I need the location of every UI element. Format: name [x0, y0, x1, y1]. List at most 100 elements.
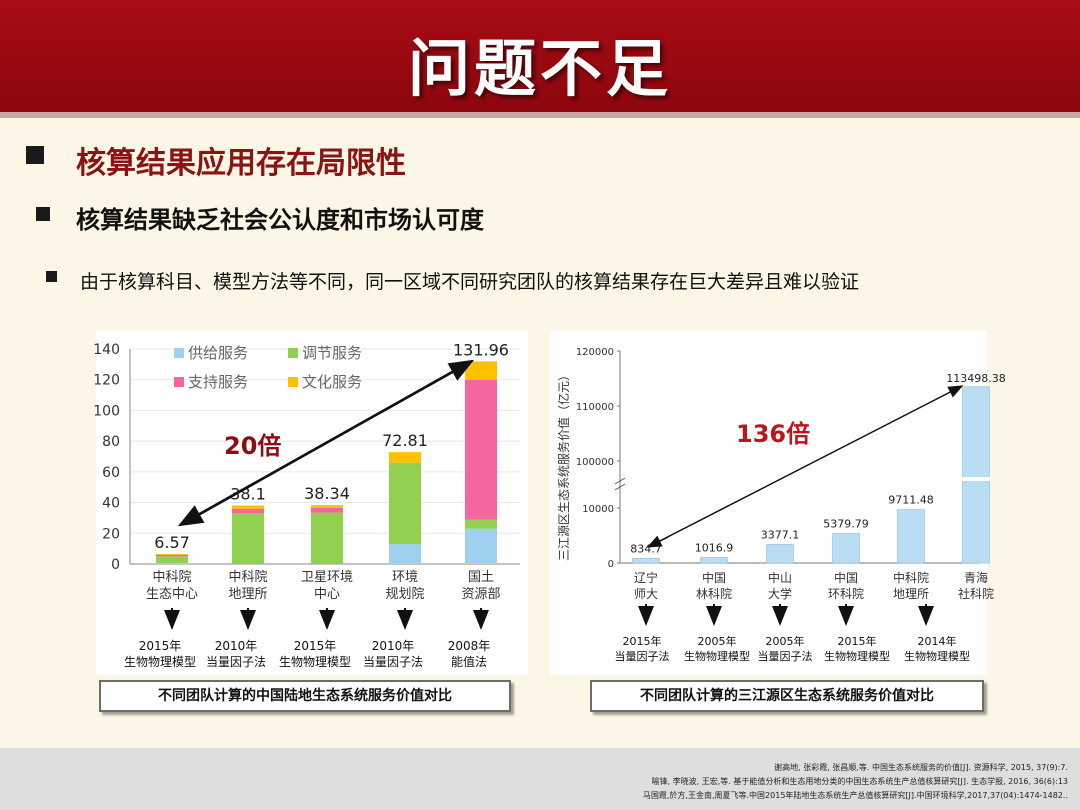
- chart1-category-label: 中科院: [152, 570, 191, 585]
- chart1-category-label: 中科院: [228, 570, 267, 585]
- heading-level1: 核算结果应用存在局限性: [76, 146, 406, 181]
- chart2-value-label: 9711.48: [888, 494, 934, 507]
- chart2-category-label: 中山: [768, 570, 792, 585]
- chart2-year-label: 2005年: [698, 634, 737, 648]
- chart2-bar: [962, 386, 990, 564]
- bullet-square-icon: [26, 146, 44, 164]
- chart2-method-label: 生物物理模型: [904, 649, 970, 663]
- chart2-bar: [766, 544, 794, 564]
- chart1-bar-3-4: [465, 361, 497, 380]
- chart2-ytick-label: 120000: [576, 347, 614, 358]
- chart2-method-label: 生物物理模型: [684, 649, 750, 663]
- chart2-category-label: 中国: [702, 570, 726, 585]
- chart1-bar-1-2: [311, 512, 343, 564]
- chart2-category-label: 大学: [768, 586, 792, 601]
- chart1-year-label: 2010年: [372, 639, 415, 653]
- chart1-bar-3-0: [156, 553, 188, 555]
- chart1-annotation: 20倍: [224, 432, 281, 460]
- chart1-year-label: 2010年: [215, 639, 258, 653]
- chart1-ytick-label: 80: [102, 434, 120, 450]
- heading-level2: 核算结果缺乏社会公认度和市场认可度: [76, 206, 484, 234]
- chart1-year-label: 2008年: [448, 639, 491, 653]
- chart2-method-label: 当量因子法: [615, 649, 670, 663]
- chart1-legend-swatch: [288, 348, 298, 358]
- heading-level3: 由于核算科目、模型方法等不同，同一区域不同研究团队的核算结果存在巨大差异且难以验…: [80, 271, 860, 293]
- chart1-category-label: 环境: [392, 570, 418, 585]
- chart2-value-label: 1016.9: [695, 541, 734, 554]
- chart1-bar-1-1: [232, 513, 264, 564]
- chart1-legend-swatch: [174, 377, 184, 387]
- chart1-ytick-label: 120: [93, 373, 120, 389]
- chart1-method-label: 能值法: [451, 654, 487, 669]
- chart2-trend-arrow-start: [646, 535, 669, 548]
- chart1-total-label: 38.34: [304, 484, 350, 503]
- chart1-category-label: 生态中心: [146, 587, 198, 602]
- chart2-value-label: 5379.79: [823, 517, 869, 530]
- chart1-bar-1-4: [465, 519, 497, 529]
- chart1-year-label: 2015年: [294, 639, 337, 653]
- chart2-year-label: 2014年: [918, 634, 957, 648]
- chart1-method-label: 当量因子法: [206, 655, 266, 669]
- chart2-ytick-label: 10000: [582, 504, 614, 515]
- chart1-caption: 不同团队计算的中国陆地生态系统服务价值对比: [99, 680, 511, 712]
- chart1-ytick-label: 60: [102, 465, 120, 481]
- chart1-legend-swatch: [288, 377, 298, 387]
- chart1-total-label: 6.57: [154, 533, 190, 552]
- chart2-ytick-label: 100000: [576, 457, 614, 468]
- page-title: 问题不足: [407, 32, 672, 105]
- chart1-bar-2-1: [232, 508, 264, 514]
- header-divider: [0, 112, 1080, 118]
- chart2-ytick-label: 0: [608, 559, 614, 570]
- chart2-category-label: 辽宁: [634, 570, 658, 585]
- chart2-category-label: 青海: [964, 570, 988, 585]
- chart1-legend-label: 支持服务: [188, 373, 248, 391]
- chart2-bar-break: [961, 477, 991, 481]
- chart2-category-label: 地理所: [893, 587, 929, 601]
- chart2-category-label: 中国: [834, 570, 858, 585]
- chart2-bar: [700, 557, 728, 564]
- chart2-ylabel: 三江源区生态系统服务价值（亿元）: [556, 369, 571, 561]
- header-bar: [0, 0, 1080, 112]
- chart1-method-label: 当量因子法: [363, 655, 423, 669]
- chart1-bar-2-0: [156, 554, 188, 557]
- chart1-category-label: 中心: [314, 587, 340, 602]
- chart2-bar: [832, 533, 860, 564]
- chart2-category-label: 中科院: [893, 570, 929, 585]
- chart1-bar-0-0: [156, 563, 188, 564]
- chart2-year-label: 2015年: [838, 634, 877, 648]
- chart1-ytick-label: 0: [111, 557, 120, 573]
- chart1-legend-label: 文化服务: [302, 373, 362, 391]
- chart1-trend-arrow-up: [199, 359, 475, 516]
- chart2-bar: [897, 509, 925, 564]
- chart1-category-label: 资源部: [461, 587, 500, 602]
- chart1-method-label: 生物物理模型: [124, 655, 196, 669]
- bullet-square-icon: [46, 271, 57, 282]
- reference-2: 喻锋, 李晓波, 王宏,等. 基于能值分析和生态用地分类的中国生态系统生产总值核…: [651, 777, 1068, 786]
- chart1-total-label: 131.96: [453, 340, 509, 359]
- chart2-year-label: 2015年: [623, 634, 662, 648]
- chart2-method-label: 当量因子法: [758, 649, 813, 663]
- chart1-bar-3-2: [311, 505, 343, 508]
- chart1-ytick-label: 40: [102, 496, 120, 512]
- chart1-bar-2-2: [311, 507, 343, 513]
- chart1-ytick-label: 140: [93, 342, 120, 358]
- chart1-bar-2-4: [465, 379, 497, 520]
- chart2-category-label: 师大: [634, 587, 658, 601]
- chart2-value-label: 834.7: [630, 542, 662, 555]
- chart1-legend-swatch: [174, 348, 184, 358]
- chart2-annotation: 136倍: [736, 420, 810, 448]
- chart1-legend-label: 调节服务: [302, 344, 362, 362]
- chart2-trend-arrow: [649, 385, 964, 547]
- chart2-axis-break: [614, 483, 626, 491]
- chart1-category-label: 规划院: [385, 587, 424, 602]
- chart2-category-label: 林科院: [696, 587, 732, 601]
- chart1-ytick-label: 20: [102, 526, 120, 542]
- chart2-category-label: 环科院: [828, 587, 864, 601]
- chart1-category-label: 卫星环境: [301, 570, 353, 585]
- chart1-bar-0-3: [389, 544, 421, 564]
- bullet-square-icon: [36, 207, 50, 221]
- chart1-legend-label: 供给服务: [188, 344, 248, 362]
- chart2-category-label: 社科院: [958, 586, 994, 601]
- chart1-category-label: 地理所: [228, 587, 267, 602]
